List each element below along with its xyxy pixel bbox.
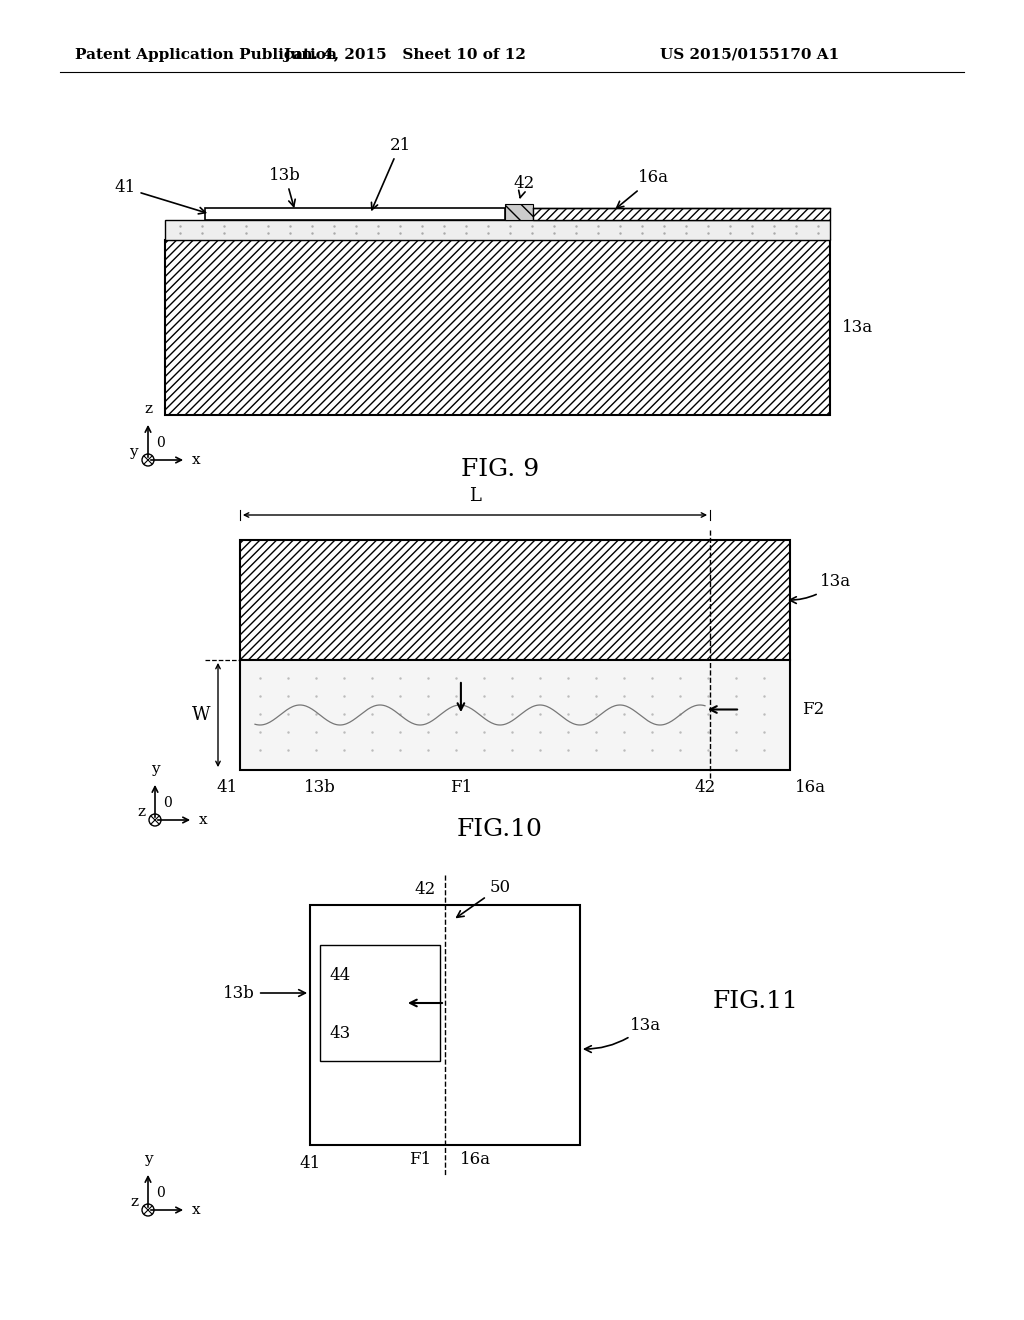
Text: 41: 41 [217, 780, 238, 796]
Text: 42: 42 [415, 882, 435, 899]
Text: z: z [137, 805, 145, 818]
Polygon shape [240, 540, 790, 660]
Polygon shape [310, 906, 580, 1144]
Text: 41: 41 [299, 1155, 321, 1172]
Text: Jun. 4, 2015   Sheet 10 of 12: Jun. 4, 2015 Sheet 10 of 12 [284, 48, 526, 62]
Text: 50: 50 [457, 879, 511, 917]
Text: F1: F1 [450, 780, 472, 796]
Text: 21: 21 [372, 136, 411, 210]
Polygon shape [505, 205, 534, 220]
Text: 13b: 13b [269, 166, 301, 206]
Text: Patent Application Publication: Patent Application Publication [75, 48, 337, 62]
Text: 42: 42 [513, 174, 535, 198]
Text: FIG.11: FIG.11 [712, 990, 798, 1012]
Text: 0: 0 [156, 436, 165, 450]
Text: 0: 0 [163, 796, 172, 810]
Polygon shape [534, 209, 830, 220]
Text: y: y [129, 445, 138, 459]
Polygon shape [165, 240, 830, 414]
Text: 41: 41 [115, 180, 206, 214]
Text: FIG. 9: FIG. 9 [461, 458, 539, 482]
Polygon shape [205, 209, 505, 220]
Text: 0: 0 [156, 1185, 165, 1200]
Text: y: y [151, 762, 160, 776]
Polygon shape [319, 945, 440, 1061]
Polygon shape [165, 220, 830, 240]
Text: 13a: 13a [842, 318, 873, 335]
Text: 44: 44 [330, 966, 350, 983]
Text: 16a: 16a [460, 1151, 490, 1168]
Text: 16a: 16a [616, 169, 669, 209]
Text: x: x [193, 453, 201, 467]
Text: US 2015/0155170 A1: US 2015/0155170 A1 [660, 48, 840, 62]
Text: z: z [144, 403, 152, 416]
Text: 13b: 13b [304, 780, 336, 796]
Text: F1: F1 [409, 1151, 431, 1168]
Text: 13b: 13b [223, 985, 305, 1002]
Text: 13a: 13a [585, 1016, 662, 1052]
Text: x: x [193, 1203, 201, 1217]
Text: FIG.10: FIG.10 [457, 818, 543, 842]
Polygon shape [240, 660, 790, 770]
Text: 13a: 13a [790, 573, 851, 603]
Text: W: W [191, 706, 210, 723]
Text: 42: 42 [694, 780, 716, 796]
Text: 16a: 16a [795, 780, 826, 796]
Text: L: L [469, 487, 481, 506]
Text: x: x [199, 813, 208, 828]
Text: 43: 43 [330, 1024, 350, 1041]
Text: F2: F2 [802, 701, 824, 718]
Text: y: y [143, 1152, 153, 1166]
Text: z: z [130, 1195, 138, 1209]
